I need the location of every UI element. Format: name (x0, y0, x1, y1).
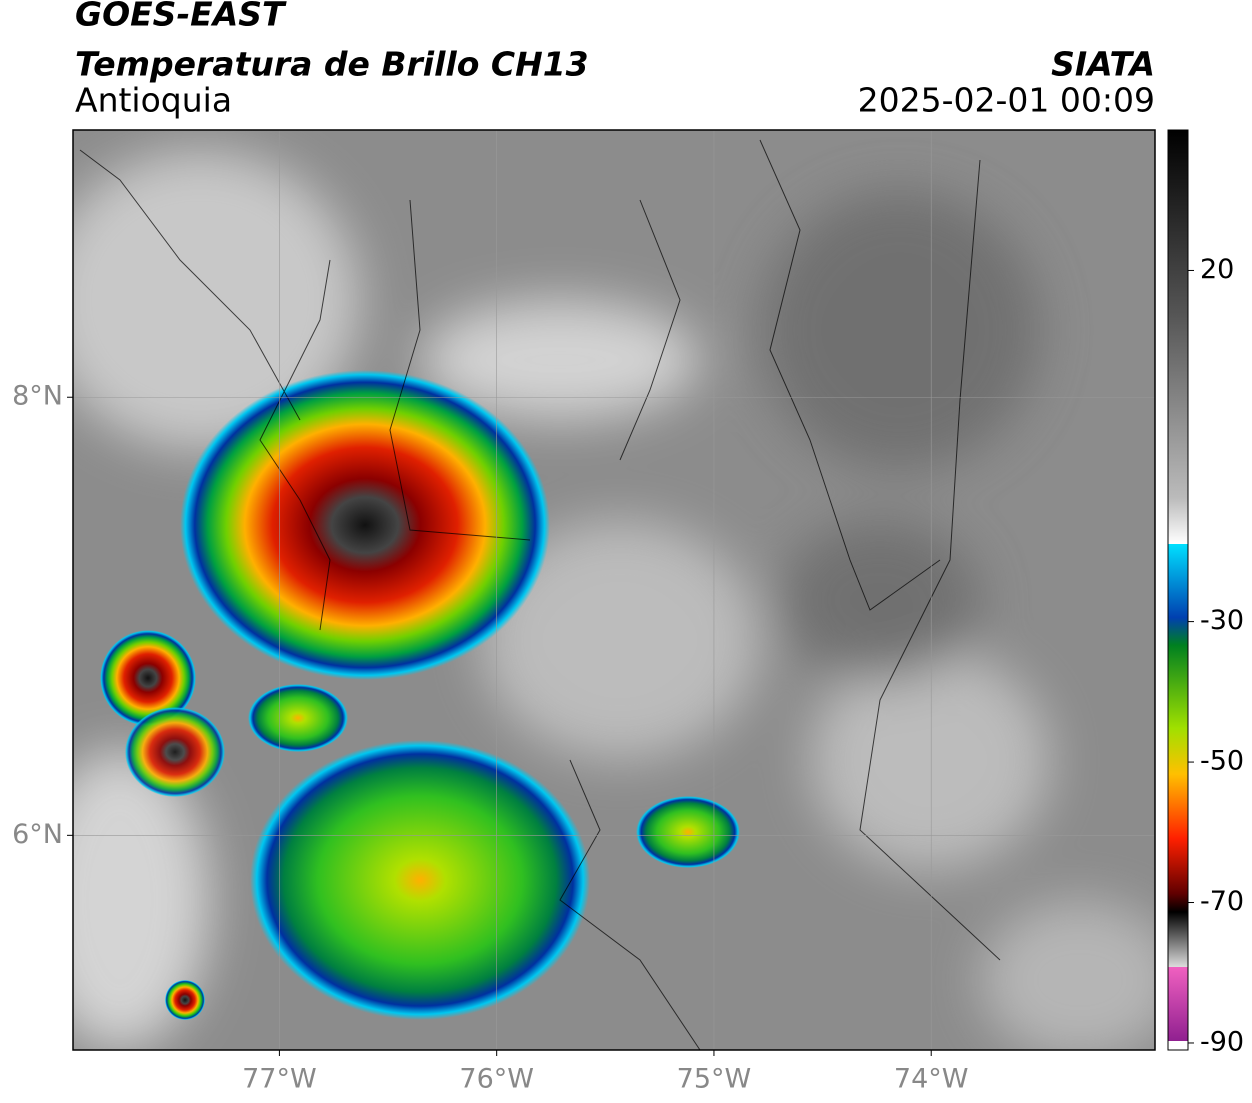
region: Antioquia (75, 81, 232, 120)
colorbar-tick-label: -30 (1200, 605, 1244, 636)
colorbar-tick-label: 20 (1200, 254, 1234, 285)
colorbar-tick-label: -70 (1200, 886, 1244, 917)
map-frame (72, 129, 1156, 1051)
colorbar (1167, 129, 1189, 1051)
y-tick-label: 6°N (12, 819, 63, 850)
datetime: 2025-02-01 00:09 (858, 81, 1155, 120)
x-tick-label: 74°W (894, 1064, 969, 1095)
satellite-image (73, 130, 1155, 1050)
agency: SIATA (1051, 45, 1155, 84)
subtitle: Temperatura de Brillo CH13 (75, 45, 589, 84)
title: GOES-EAST (75, 0, 287, 34)
x-tick-label: 76°W (459, 1064, 534, 1095)
colorbar-tick-label: -50 (1200, 746, 1244, 777)
x-tick-label: 77°W (242, 1064, 317, 1095)
y-tick-label: 8°N (12, 381, 63, 412)
x-tick-label: 75°W (677, 1064, 752, 1095)
colorbar-tick-label: -90 (1200, 1026, 1244, 1057)
